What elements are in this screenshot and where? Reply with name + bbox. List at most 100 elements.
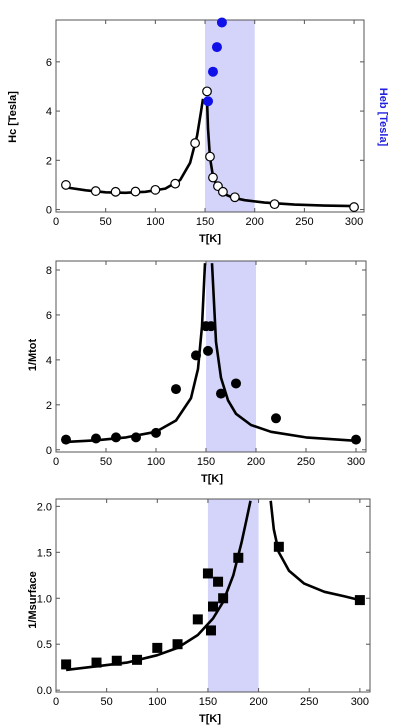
data-point-hc	[349, 202, 359, 212]
data-point-msurface	[111, 655, 122, 666]
y-tick-label: 2	[46, 400, 52, 412]
panel-mtot: 1/Mtot T[K] 0 50 100 150 200 250 300 0 2 4 6 8	[27, 260, 367, 485]
data-point-msurface	[172, 639, 183, 650]
y-tick-label: 0	[46, 205, 52, 217]
y-axis-label-heb: Heb [Tesla]	[377, 88, 389, 147]
x-tick-label: 150	[199, 696, 217, 708]
x-tick-label: 50	[101, 696, 113, 708]
data-point-mtot	[216, 388, 226, 399]
x-axis-label-panel-3: T[K]	[199, 713, 221, 725]
data-point-hc	[269, 199, 280, 210]
panel-msurface: 1/Msurface T[K] 0 50 100 150 200 250 300 0.0 0.5…	[27, 498, 371, 725]
data-point-hc	[110, 186, 121, 197]
y-tick-label: 8	[46, 265, 52, 277]
data-point-msurface	[192, 614, 203, 625]
x-tick-label: 100	[146, 216, 164, 228]
x-axis-label-panel-2: T[K]	[201, 473, 223, 485]
data-point-msurface	[152, 642, 163, 653]
data-point-msurface	[354, 595, 365, 606]
y-tick-label: 0.0	[37, 685, 52, 697]
y-tick-label: 0	[46, 445, 52, 457]
plot-frame	[55, 19, 365, 213]
data-point-msurface	[202, 568, 213, 579]
x-tick-label: 150	[197, 456, 215, 468]
data-point-msurface	[218, 593, 229, 604]
plot-frame	[55, 498, 371, 693]
data-point-mtot	[191, 350, 201, 361]
x-tick-label: 250	[295, 216, 313, 228]
panel-hc-heb: Hc [Tesla] Heb [Tesla] T[K] 0 50 100 150 200…	[7, 17, 389, 245]
y-axis-label-hc: Hc [Tesla]	[7, 91, 19, 143]
data-point-heb	[216, 17, 227, 28]
data-point-msurface	[208, 601, 218, 612]
data-point-heb	[203, 96, 214, 107]
data-point-hc	[130, 186, 141, 197]
plot-frame	[55, 260, 367, 453]
fit-curve	[65, 98, 205, 195]
x-tick-label: 300	[347, 456, 365, 468]
data-point-hc	[205, 151, 215, 162]
data-point-hc	[218, 186, 228, 197]
x-tick-label: 50	[100, 456, 112, 468]
x-tick-label: 200	[247, 456, 265, 468]
x-tick-label: 300	[345, 216, 363, 228]
data-point-mtot	[171, 384, 181, 395]
shaded-region	[207, 499, 259, 692]
fit-curve	[65, 263, 207, 444]
data-point-hc	[61, 180, 71, 190]
fit-curve	[269, 500, 361, 602]
x-tick-label: 200	[246, 216, 264, 228]
x-tick-label: 50	[100, 216, 112, 228]
data-point-mtot	[203, 345, 213, 356]
y-tick-label: 0.5	[37, 639, 52, 651]
x-tick-label: 300	[351, 696, 369, 708]
data-point-hc	[208, 172, 218, 183]
y-axis-label-msurface: 1/Msurface	[27, 571, 39, 628]
y-tick-label: 1.0	[37, 593, 52, 605]
y-tick-label: 1.5	[37, 547, 52, 559]
x-axis-label-panel-1: T[K]	[199, 233, 221, 245]
x-tick-label: 200	[249, 696, 267, 708]
data-point-hc	[150, 184, 161, 195]
data-point-msurface	[205, 625, 216, 636]
fit-curve	[210, 263, 357, 443]
data-point-mtot	[111, 432, 121, 443]
data-point-heb	[207, 66, 218, 77]
y-axis-label-mtot: 1/Mtot	[27, 338, 39, 371]
y-tick-label: 2.0	[37, 501, 52, 513]
y-tick-label: 4	[46, 106, 52, 118]
y-tick-label: 4	[46, 355, 52, 367]
data-point-hc	[229, 192, 240, 203]
y-tick-label: 6	[46, 57, 52, 69]
data-point-mtot	[271, 413, 281, 424]
data-point-msurface	[91, 657, 102, 668]
data-point-msurface	[61, 659, 72, 670]
x-tick-label: 0	[53, 216, 59, 228]
data-point-mtot	[206, 321, 216, 332]
data-point-heb	[211, 42, 222, 53]
data-point-hc	[170, 178, 181, 189]
data-point-mtot	[61, 434, 71, 445]
data-point-msurface	[132, 654, 143, 665]
data-point-hc	[202, 86, 212, 97]
x-tick-label: 100	[147, 456, 165, 468]
x-tick-label: 150	[196, 216, 214, 228]
data-point-mtot	[131, 432, 141, 443]
data-point-msurface	[213, 576, 224, 587]
fit-curve	[65, 500, 252, 672]
data-point-hc	[90, 186, 101, 196]
x-tick-label: 0	[53, 696, 59, 708]
x-tick-label: 250	[297, 456, 315, 468]
x-tick-label: 250	[300, 696, 318, 708]
x-tick-label: 0	[53, 456, 59, 468]
y-tick-label: 2	[46, 155, 52, 167]
x-tick-label: 100	[148, 696, 166, 708]
data-point-mtot	[351, 434, 361, 445]
data-point-mtot	[231, 378, 241, 389]
data-point-msurface	[273, 541, 284, 552]
data-point-mtot	[151, 427, 161, 438]
data-point-mtot	[91, 433, 101, 444]
data-point-hc	[190, 138, 200, 148]
data-point-msurface	[233, 552, 244, 563]
